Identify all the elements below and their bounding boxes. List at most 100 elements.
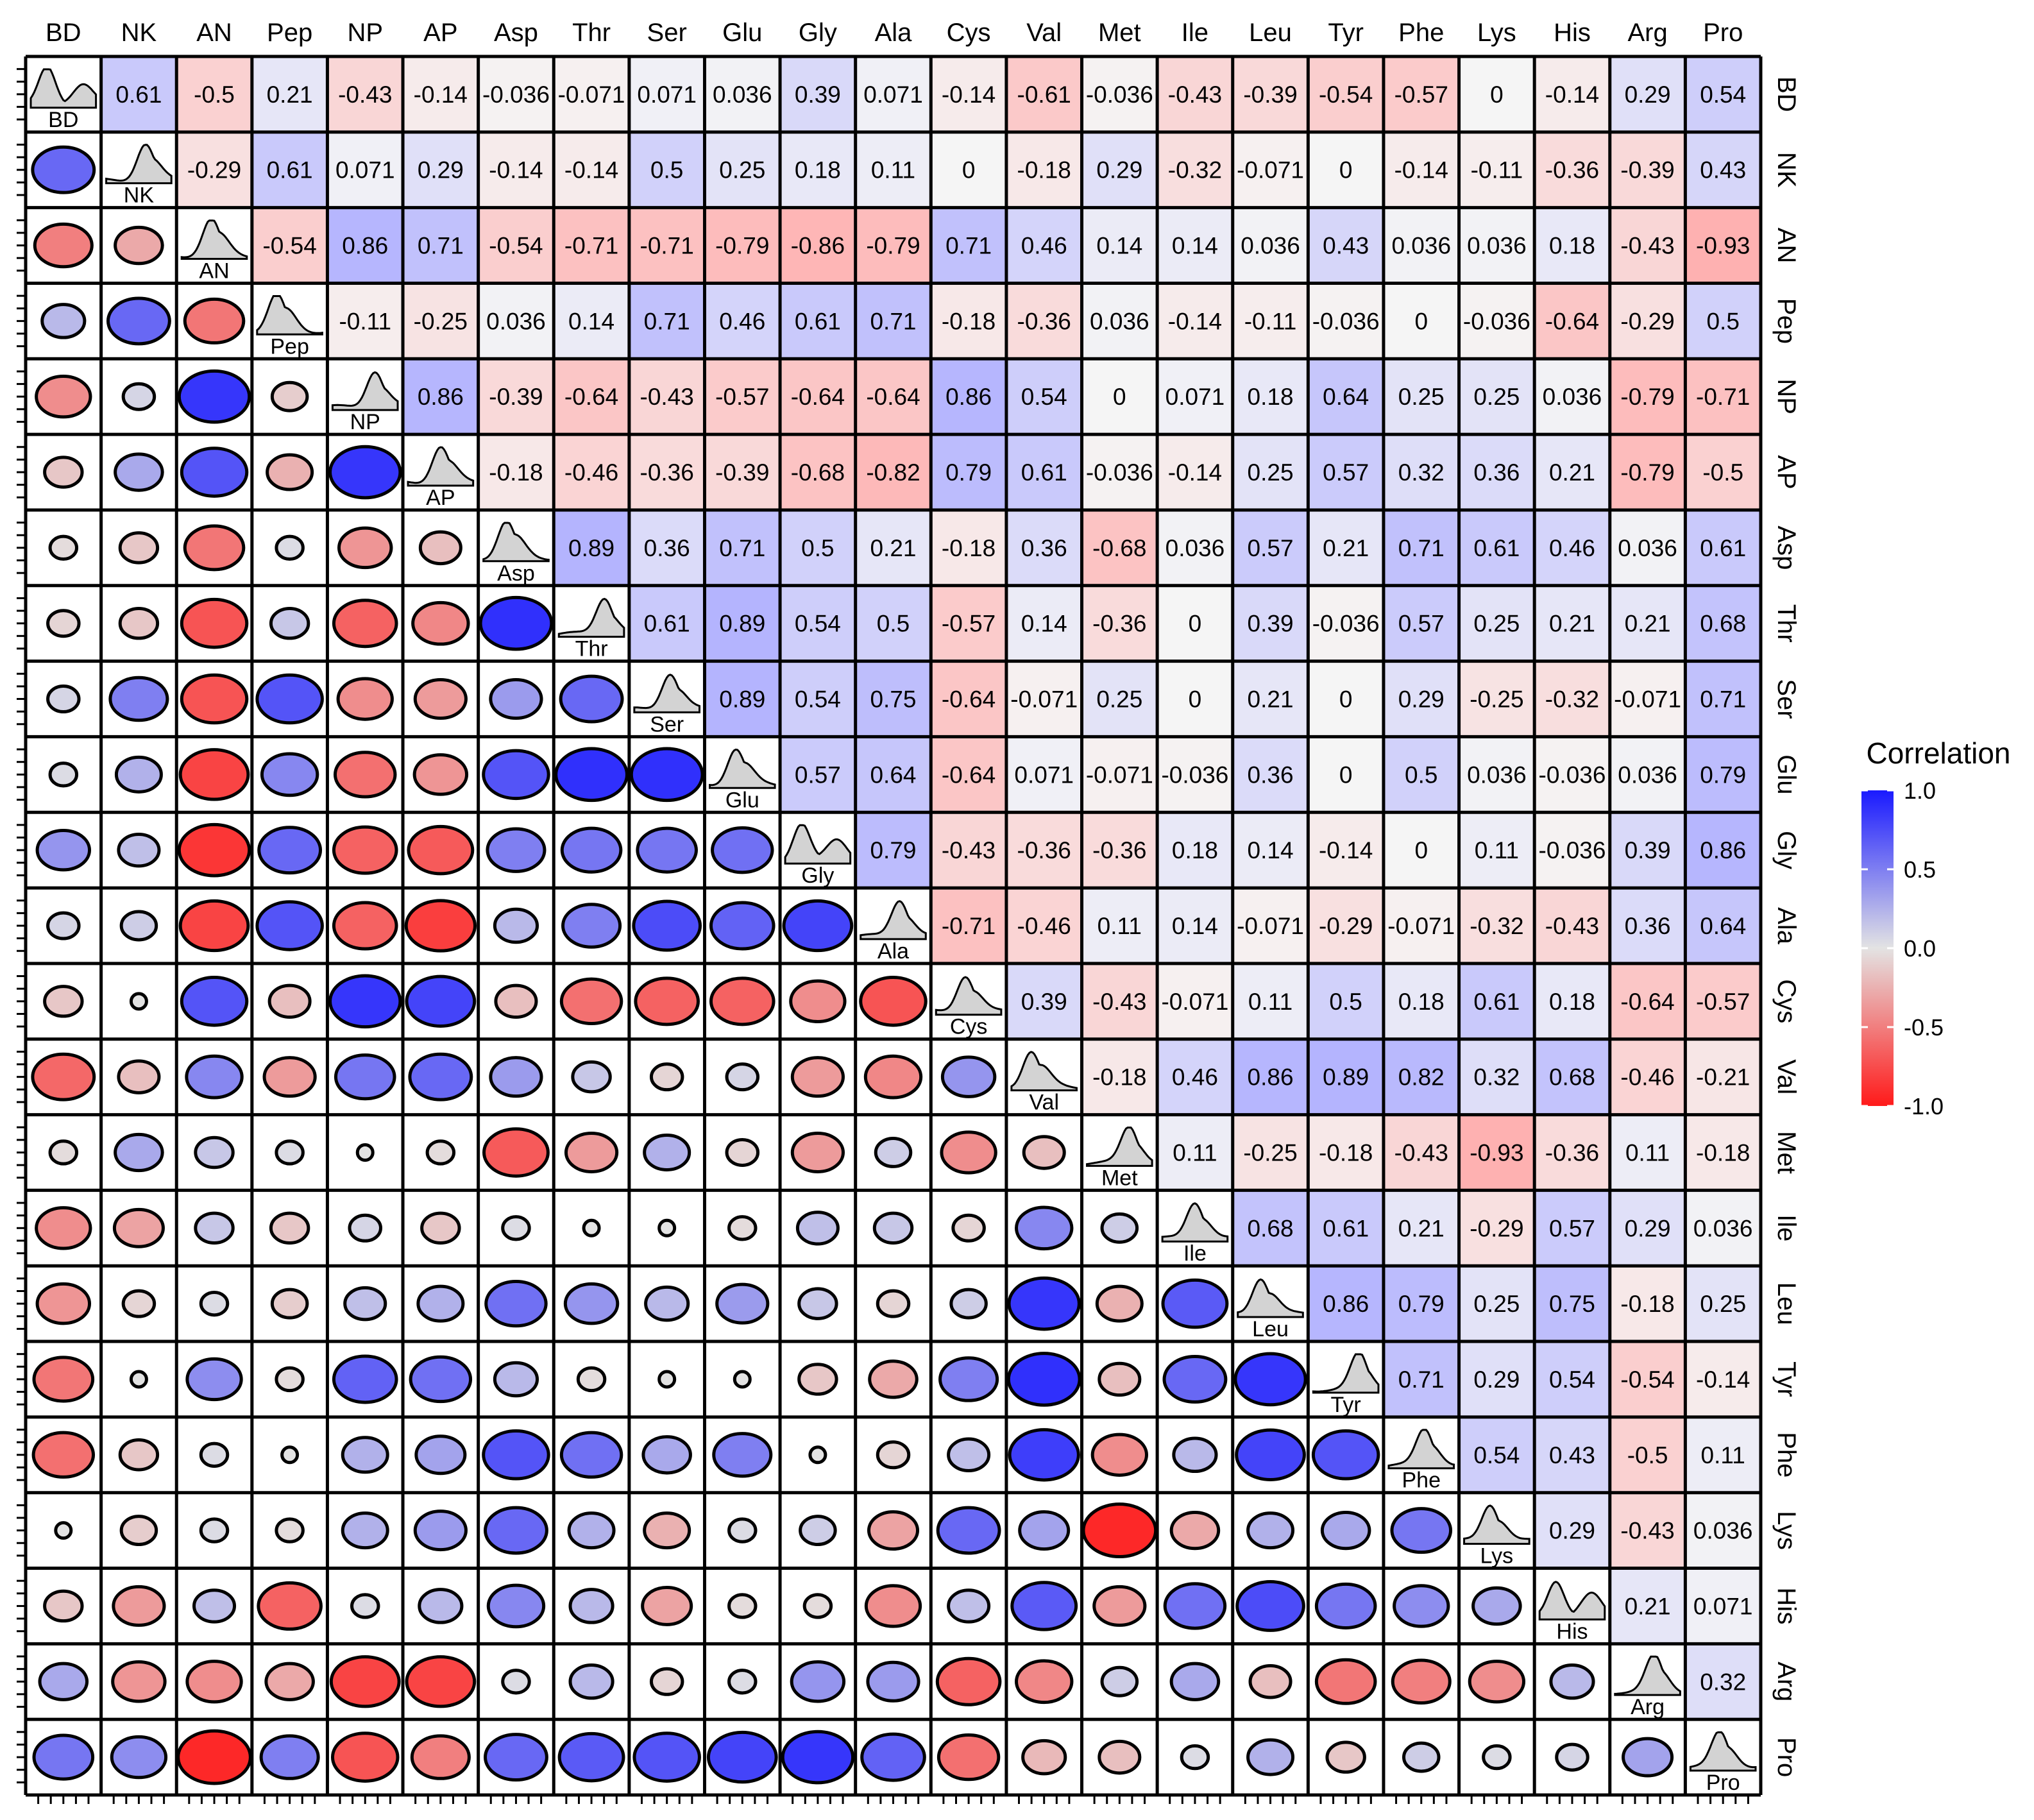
axis-ticks — [17, 68, 1749, 1804]
corr-ellipse-asp-bd — [48, 534, 79, 561]
corr-ellipse-glu-bd — [48, 761, 79, 788]
corr-value-nk-phe: -0.14 — [1394, 157, 1448, 183]
diag-label-met: Met — [1101, 1166, 1138, 1190]
corr-value-pep-tyr: -0.036 — [1312, 308, 1380, 334]
row-header-ser: Ser — [1772, 679, 1801, 719]
corr-ellipse-pep-nk — [106, 296, 171, 346]
corr-value-ile-pro: 0.036 — [1693, 1215, 1753, 1241]
corr-value-asp-val: 0.36 — [1021, 535, 1067, 561]
row-header-ap: AP — [1772, 455, 1801, 489]
corr-tile-bd-lys — [1459, 56, 1535, 132]
corr-ellipse-his-pep — [257, 1581, 323, 1631]
corr-value-lys-his: 0.29 — [1549, 1518, 1595, 1544]
corr-ellipse-lys-ala — [867, 1510, 920, 1551]
corr-tile-ser-tyr — [1308, 661, 1384, 737]
corr-tile-bd-pep — [251, 56, 328, 132]
corr-ellipse-ala-glu — [709, 901, 775, 951]
diag-label-ser: Ser — [650, 712, 684, 736]
corr-value-leu-tyr: 0.86 — [1323, 1291, 1369, 1317]
corr-ellipse-tyr-glu — [733, 1370, 752, 1389]
corr-ellipse-thr-bd — [46, 609, 81, 638]
corr-value-an-pro: -0.93 — [1696, 233, 1750, 259]
corr-tile-pep-gly — [780, 283, 856, 359]
corr-ellipse-leu-np — [343, 1286, 387, 1322]
corr-ellipse-cys-glu — [709, 976, 775, 1026]
corr-value-an-thr: -0.71 — [564, 233, 618, 259]
corr-ellipse-cys-np — [328, 974, 402, 1029]
corr-tile-asp-lys — [1459, 509, 1535, 586]
corr-ellipse-pep-bd — [40, 303, 87, 339]
corr-ellipse-lys-ap — [413, 1510, 468, 1552]
corr-tile-bd-nk — [101, 56, 177, 132]
corr-tile-nk-pro — [1685, 132, 1761, 208]
corr-ellipse-lys-glu — [727, 1517, 758, 1544]
corr-tile-bd-phe — [1383, 56, 1459, 132]
corr-ellipse-his-cys — [947, 1588, 991, 1624]
corr-value-ala-lys: -0.32 — [1470, 913, 1523, 939]
corr-tile-ser-arg — [1609, 661, 1686, 737]
corr-ellipse-pro-val — [1021, 1739, 1067, 1776]
corr-value-an-ala: -0.79 — [866, 233, 920, 259]
corr-tile-ile-arg — [1609, 1190, 1686, 1266]
corr-value-nk-tyr: 0 — [1339, 157, 1353, 183]
corr-value-met-pro: -0.18 — [1696, 1139, 1750, 1166]
corr-value-asp-his: 0.46 — [1549, 535, 1595, 561]
corr-value-val-met: -0.18 — [1092, 1064, 1146, 1091]
corr-ellipse-tyr-ile — [1162, 1355, 1228, 1404]
corr-ellipse-arg-ap — [405, 1655, 477, 1708]
corr-ellipse-cys-bd — [43, 985, 84, 1018]
corr-value-ap-cys: 0.79 — [945, 459, 992, 486]
corr-tile-nk-ile — [1157, 132, 1233, 208]
corr-value-ala-ile: 0.14 — [1172, 913, 1218, 939]
corr-tile-ap-his — [1534, 434, 1610, 510]
corr-ellipse-leu-met — [1095, 1284, 1144, 1323]
corr-ellipse-asp-pep — [275, 534, 305, 561]
corr-ellipse-his-phe — [1393, 1584, 1450, 1628]
color-legend: Correlation 1.0 0.5 0.0 -0.5 -1.0 — [1861, 736, 2011, 1119]
corr-value-nk-his: -0.36 — [1545, 157, 1599, 183]
corr-ellipse-his-ap — [418, 1588, 464, 1624]
corr-value-ser-cys: -0.64 — [942, 686, 996, 713]
corr-ellipse-ile-thr — [582, 1218, 601, 1237]
row-header-thr: Thr — [1772, 604, 1801, 643]
corr-value-cys-met: -0.43 — [1092, 989, 1146, 1015]
corr-tile-leu-tyr — [1308, 1266, 1384, 1342]
corr-tile-nk-tyr — [1308, 132, 1384, 208]
corr-value-ile-arg: 0.29 — [1625, 1215, 1671, 1241]
corr-value-his-pro: 0.071 — [1693, 1593, 1753, 1619]
column-header-tyr: Tyr — [1328, 19, 1364, 47]
corr-value-bd-ala: 0.071 — [863, 81, 923, 108]
corr-ellipse-lys-nk — [119, 1515, 158, 1547]
corr-ellipse-ala-np — [332, 901, 398, 951]
corr-tile-val-leu — [1232, 1039, 1309, 1115]
corr-value-ser-pro: 0.71 — [1700, 686, 1746, 713]
corr-value-phe-arg: -0.5 — [1627, 1442, 1668, 1468]
corr-ellipse-arg-ser — [649, 1667, 684, 1696]
corr-ellipse-pro-arg — [1622, 1737, 1674, 1778]
column-header-ile: Ile — [1182, 19, 1208, 47]
corr-value-ap-gly: -0.68 — [791, 459, 845, 486]
corr-ellipse-thr-asp — [479, 595, 554, 651]
corr-ellipse-pro-np — [330, 1731, 400, 1783]
corr-tile-thr-cys — [931, 585, 1006, 661]
corr-value-glu-arg: 0.036 — [1618, 761, 1677, 788]
corr-value-bd-ser: 0.071 — [637, 81, 697, 108]
corr-tile-ap-thr — [554, 434, 629, 510]
density-curve-an — [180, 219, 248, 260]
corr-ellipse-phe-an — [199, 1442, 230, 1468]
corr-value-pep-phe: 0 — [1414, 308, 1428, 334]
corr-tile-ap-glu — [704, 434, 781, 510]
corr-value-asp-tyr: 0.21 — [1323, 535, 1369, 561]
corr-tile-bd-glu — [704, 56, 781, 132]
corr-tile-ala-lys — [1459, 888, 1535, 964]
corr-ellipse-his-nk — [112, 1585, 166, 1627]
row-header-val: Val — [1772, 1059, 1801, 1094]
corr-ellipse-arg-asp — [501, 1669, 531, 1695]
corr-value-cys-ile: -0.071 — [1161, 989, 1228, 1015]
corr-value-pep-gly: 0.61 — [795, 308, 841, 334]
corr-value-leu-lys: 0.25 — [1473, 1291, 1520, 1317]
corr-ellipse-glu-an — [178, 748, 250, 801]
corr-value-an-np: 0.86 — [342, 233, 388, 259]
corr-value-bd-glu: 0.036 — [713, 81, 772, 108]
corr-tile-an-lys — [1459, 207, 1535, 284]
